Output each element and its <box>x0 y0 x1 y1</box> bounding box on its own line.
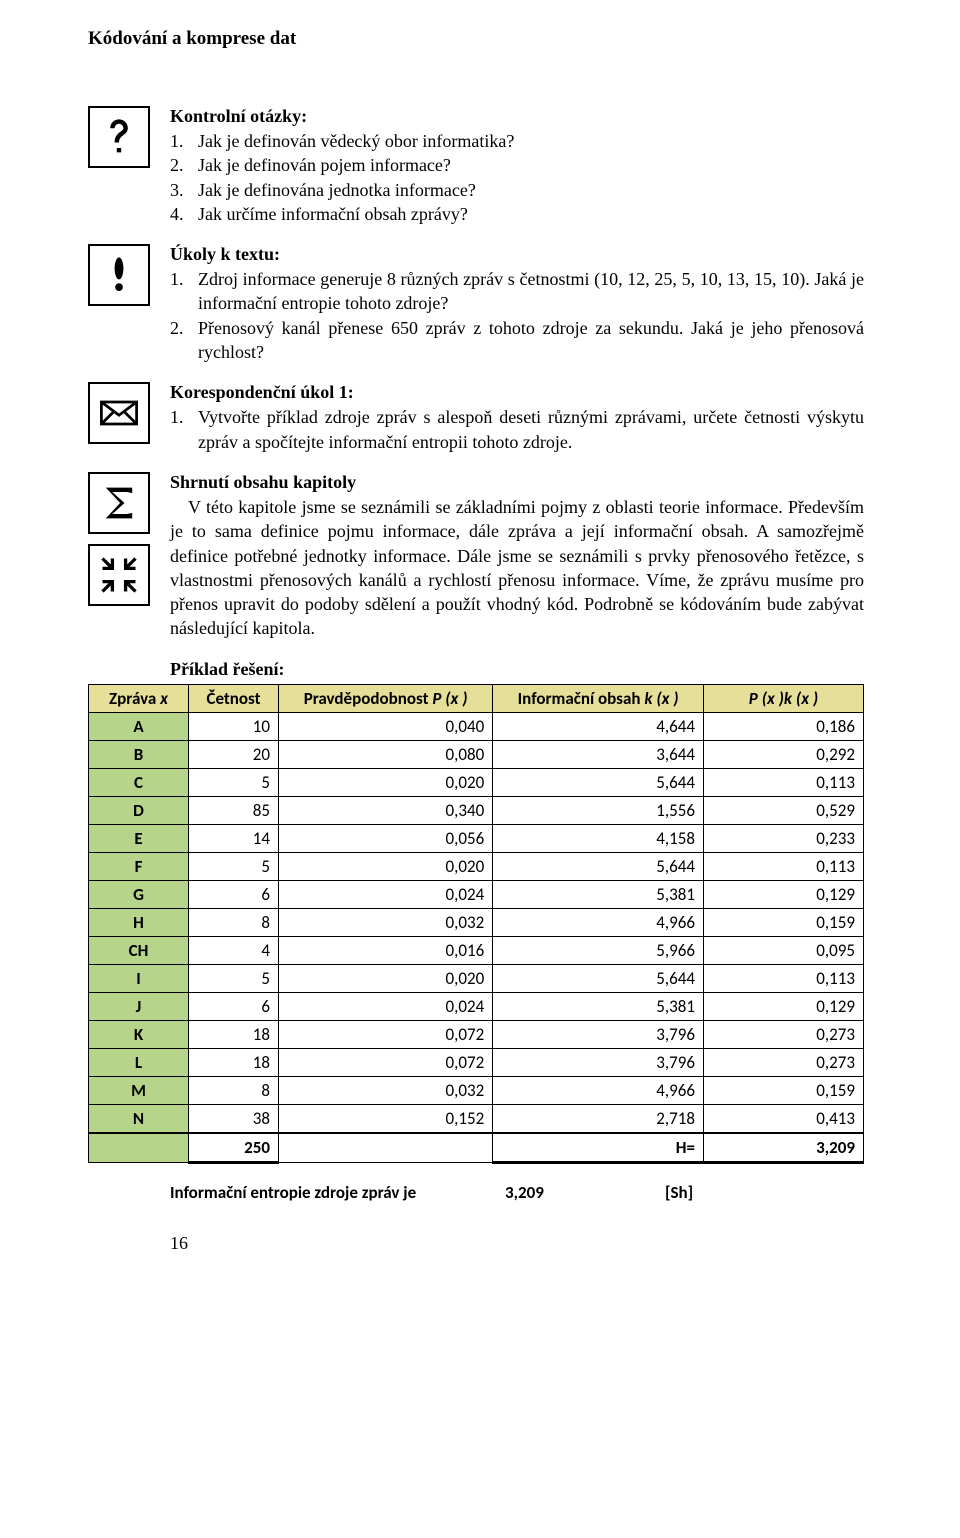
table-row: D850,3401,5560,529 <box>89 796 864 824</box>
solution-heading: Příklad řešení: <box>170 659 864 680</box>
table-row: G60,0245,3810,129 <box>89 880 864 908</box>
table-total-row: 250H=3,209 <box>89 1133 864 1163</box>
table-row: N380,1522,7180,413 <box>89 1104 864 1133</box>
table-row: A100,0404,6440,186 <box>89 712 864 740</box>
table-row: B200,0803,6440,292 <box>89 740 864 768</box>
footer-entropy: Informační entropie zdroje zpráv je 3,20… <box>170 1182 864 1203</box>
data-table: Zpráva x Četnost Pravděpodobnost P (x ) … <box>88 684 864 1164</box>
envelope-icon <box>88 382 150 444</box>
page-title: Kódování a komprese dat <box>88 28 864 50</box>
compress-icon <box>88 544 150 606</box>
table-row: F50,0205,6440,113 <box>89 852 864 880</box>
table-row: L180,0723,7960,273 <box>89 1048 864 1076</box>
table-row: K180,0723,7960,273 <box>89 1020 864 1048</box>
table-row: E140,0564,1580,233 <box>89 824 864 852</box>
sigma-icon <box>88 472 150 534</box>
table-header-row: Zpráva x Četnost Pravděpodobnost P (x ) … <box>89 684 864 712</box>
questions-list: 1.Jak je definován vědecký obor informat… <box>170 129 864 226</box>
table-row: M80,0324,9660,159 <box>89 1076 864 1104</box>
page-number: 16 <box>170 1233 864 1254</box>
table-row: J60,0245,3810,129 <box>89 992 864 1020</box>
table-row: H80,0324,9660,159 <box>89 908 864 936</box>
exclamation-icon <box>88 244 150 306</box>
koresp-heading: Korespondenční úkol 1: <box>170 382 864 403</box>
tasks-list: 1.Zdroj informace generuje 8 různých zpr… <box>170 267 864 364</box>
summary-text: V této kapitole jsme se seznámili se zák… <box>170 495 864 641</box>
table-row: CH40,0165,9660,095 <box>89 936 864 964</box>
questions-heading: Kontrolní otázky: <box>170 106 864 127</box>
koresp-item: 1. Vytvořte příklad zdroje zpráv s alesp… <box>170 405 864 454</box>
table-row: I50,0205,6440,113 <box>89 964 864 992</box>
table-row: C50,0205,6440,113 <box>89 768 864 796</box>
summary-heading: Shrnutí obsahu kapitoly <box>170 472 864 493</box>
tasks-heading: Úkoly k textu: <box>170 244 864 265</box>
question-mark-icon <box>88 106 150 168</box>
